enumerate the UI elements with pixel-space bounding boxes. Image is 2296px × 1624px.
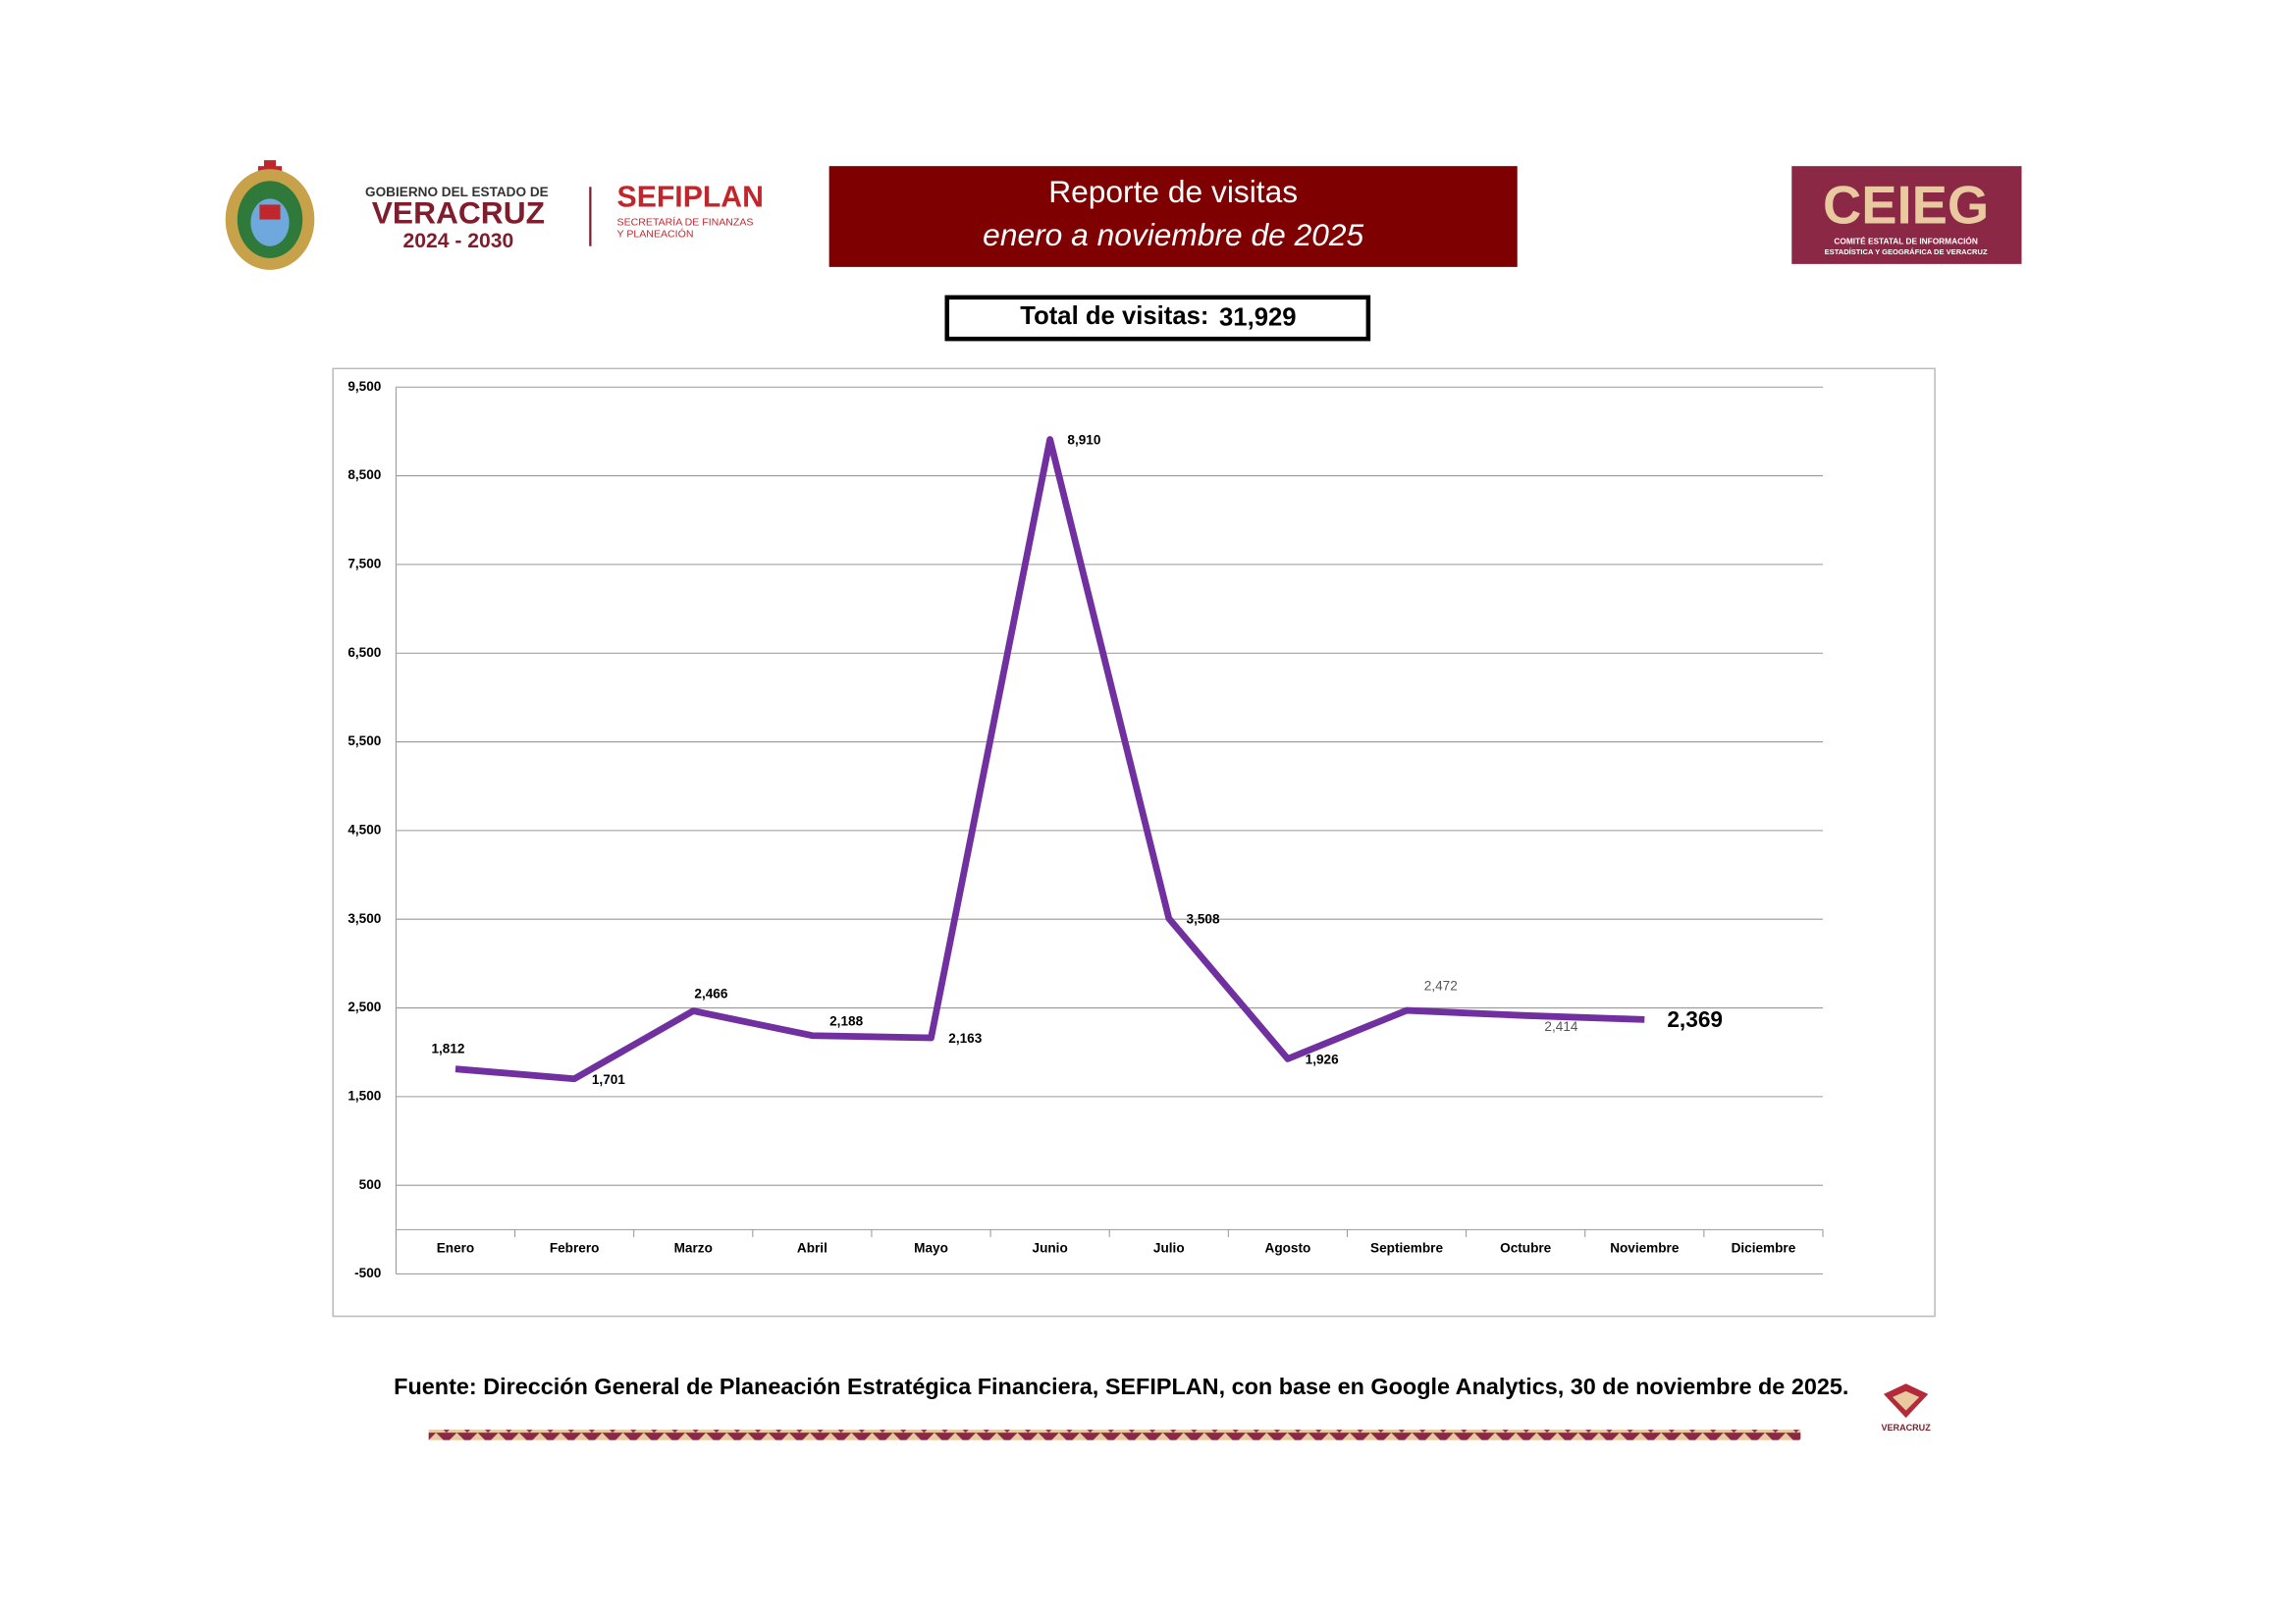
gov-line3: 2024 - 2030	[402, 230, 513, 252]
x-tick-label: Octubre	[1500, 1241, 1552, 1256]
sefiplan-line1: SECRETARÍA DE FINANZAS	[617, 215, 754, 228]
y-tick-label: -500	[354, 1266, 381, 1280]
chart-frame	[332, 367, 1936, 1318]
data-label: 1,926	[1306, 1052, 1339, 1066]
data-label: 8,910	[1067, 433, 1100, 448]
decorative-band	[428, 1430, 1801, 1440]
data-label: 3,508	[1187, 912, 1220, 927]
subtitle: enero a noviembre de 2025	[983, 217, 1363, 252]
total-value: 31,929	[1219, 304, 1297, 332]
data-label: 2,188	[829, 1014, 863, 1029]
x-tick-label: Septiembre	[1370, 1241, 1443, 1256]
x-tick-label: Abril	[797, 1241, 828, 1256]
data-label: 2,466	[694, 987, 727, 1001]
title: Reporte de visitas	[1048, 174, 1298, 209]
y-tick-label: 6,500	[347, 645, 381, 660]
sefiplan: SEFIPLAN	[617, 181, 764, 213]
y-tick-label: 5,500	[347, 733, 381, 748]
data-label: 2,414	[1544, 1019, 1577, 1034]
gov-line2: VERACRUZ	[372, 194, 545, 230]
y-tick-label: 8,500	[347, 467, 381, 482]
x-tick-label: Agosto	[1265, 1241, 1311, 1256]
x-tick-label: Febrero	[550, 1241, 600, 1256]
total-box	[944, 295, 1371, 342]
y-tick-label: 1,500	[347, 1088, 381, 1103]
x-tick-label: Julio	[1153, 1241, 1185, 1256]
data-label: 2,369	[1667, 1006, 1723, 1032]
y-tick-label: 3,500	[347, 911, 381, 926]
data-label: 1,701	[592, 1072, 625, 1087]
total-label: Total de visitas:	[1020, 302, 1208, 330]
footer-logo-text: VERACRUZ	[1881, 1423, 1931, 1433]
y-tick-label: 4,500	[347, 822, 381, 837]
sefiplan-line2: Y PLANEACIÓN	[617, 227, 694, 240]
data-label: 2,163	[948, 1031, 982, 1046]
x-tick-label: Diciembre	[1732, 1241, 1796, 1256]
data-line	[454, 436, 1645, 1083]
gov-line1: GOBIERNO DEL ESTADO DE	[365, 185, 549, 199]
ceieg-line2: ESTADÍSTICA Y GEOGRÁFICA DE VERACRUZ	[1825, 247, 1988, 256]
x-tick-label: Marzo	[674, 1241, 713, 1256]
coat-of-arms	[225, 160, 315, 270]
data-label: 1,812	[431, 1042, 464, 1056]
plot: -500 500 1,500 2,500 3,500 4,500 5,500 6,500 7,5…	[347, 379, 1824, 1280]
source: Fuente: Dirección General de Planeación …	[394, 1374, 1848, 1399]
y-tick-label: 2,500	[347, 1000, 381, 1014]
x-tick-label: Mayo	[914, 1241, 948, 1256]
y-tick-label: 9,500	[347, 379, 381, 394]
x-tick-label: Noviembre	[1610, 1241, 1680, 1256]
footer-logo	[1883, 1383, 1929, 1419]
ceieg-logo	[1791, 166, 2022, 264]
y-tick-label: 500	[359, 1177, 382, 1192]
x-tick-label: Enero	[437, 1241, 474, 1256]
ceieg: CEIEG	[1823, 175, 1989, 235]
data-label: 2,472	[1424, 978, 1458, 993]
ceieg-line1: COMITÉ ESTATAL DE INFORMACIÓN	[1834, 235, 1977, 245]
title-box	[828, 166, 1518, 267]
x-tick-label: Junio	[1033, 1241, 1068, 1256]
y-tick-label: 7,500	[347, 556, 381, 570]
